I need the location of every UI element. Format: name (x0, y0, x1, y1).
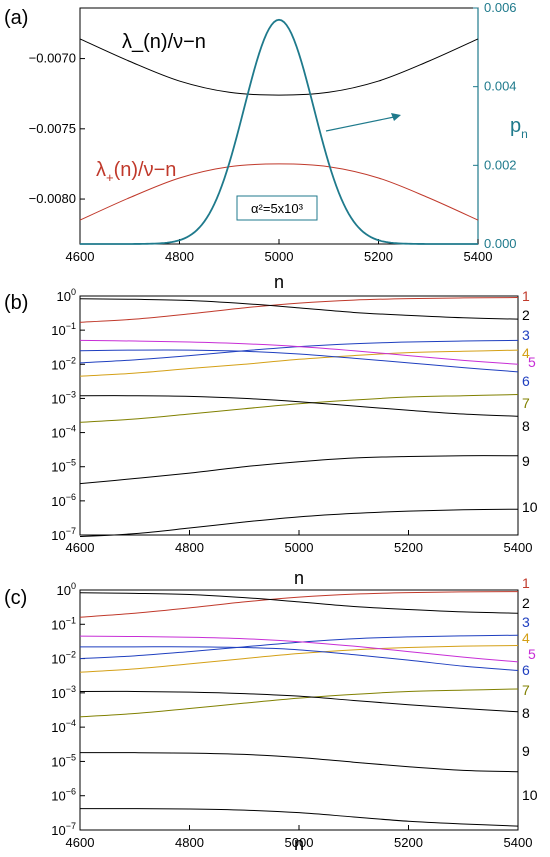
series-label-3: 3 (522, 614, 530, 630)
x-axis-title: n (274, 272, 284, 292)
annotation-box (236, 195, 318, 221)
series-2 (79, 298, 519, 320)
y-tick-label: 10−1 (51, 615, 76, 632)
series-6 (79, 349, 519, 373)
panel-label: (c) (4, 587, 27, 609)
y-tick-label: 100 (57, 287, 76, 304)
y-tick-label: 100 (57, 581, 76, 598)
series-label-5: 5 (528, 354, 536, 370)
y-tick-label: 10−1 (51, 321, 76, 338)
series-label-3: 3 (522, 327, 530, 343)
series-label-4: 4 (522, 345, 530, 361)
series-label-5: 5 (528, 646, 536, 662)
series-lambda-plus (79, 163, 479, 221)
series-lambda-minus (79, 38, 479, 96)
series-label-2: 2 (522, 307, 530, 323)
y-tick-label: −0.0080 (29, 191, 76, 206)
panel-b: 4600 4800 5000 5200 5400 100 10−1 10−2 10−3 10−4 1… (4, 287, 538, 588)
x-tick-label: 5000 (285, 835, 314, 850)
y-tick-label: 10−6 (51, 787, 76, 804)
series-4 (79, 645, 519, 673)
x-tick-label: 4600 (66, 835, 95, 850)
panel-a: 4600 4800 5000 5200 5400 −0.0070 −0.0075 −0.008… (4, 0, 528, 292)
series-8 (79, 690, 519, 713)
series-7 (79, 688, 519, 718)
y-tick-label: −0.0070 (29, 51, 76, 66)
series-label-7: 7 (522, 395, 530, 411)
x-axis-title: n (294, 834, 304, 854)
series-pn-gaussian (80, 18, 478, 245)
series-label-lambda-plus: λ+(n)/ν−n (96, 159, 176, 185)
series-5 (79, 635, 519, 663)
y-tick-label: 10−3 (51, 389, 76, 406)
series-label-10: 10 (522, 787, 538, 803)
x-tick-label: 5200 (364, 249, 393, 264)
x-tick-label: 5200 (394, 540, 423, 555)
x-tick-label: 5000 (285, 540, 314, 555)
x-tick-label: 5200 (394, 835, 423, 850)
y2-tick-label: 0.000 (484, 236, 517, 251)
series-10 (79, 508, 519, 538)
x-tick-label: 5400 (464, 249, 493, 264)
series-4 (79, 349, 519, 377)
y-tick-label: 10−3 (51, 684, 76, 701)
series-6 (80, 646, 519, 671)
series-label-8: 8 (522, 418, 530, 434)
x-tick-label: 4600 (66, 249, 95, 264)
series-1 (79, 297, 519, 323)
y-tick-label: 10−5 (51, 752, 76, 769)
x-tick-label: 4800 (165, 249, 194, 264)
series-label-6: 6 (522, 373, 530, 389)
x-axis-title: n (294, 568, 304, 588)
series-label-7: 7 (522, 682, 530, 698)
y-tick-label: 10−7 (51, 526, 76, 543)
y2-tick-label: 0.006 (484, 0, 517, 15)
series-9 (79, 752, 519, 773)
annotation-text: α²=5x10³ (251, 201, 304, 216)
y-tick-label: 10−2 (51, 355, 76, 372)
y-tick-label: −0.0075 (29, 121, 76, 136)
series-label-1: 1 (522, 288, 530, 304)
series-10 (79, 808, 519, 827)
series-label-9: 9 (522, 743, 530, 759)
y-tick-label: 10−2 (51, 650, 76, 667)
y-tick-label: 10−4 (51, 718, 76, 735)
series-label-10: 10 (522, 499, 538, 515)
y-tick-label: 10−6 (51, 492, 76, 509)
panel-c: 4600 4800 5000 5200 5400 100 10−1 10−2 10−3 10−4 1… (4, 575, 538, 854)
plot-frame (79, 295, 519, 536)
x-tick-label: 4600 (66, 540, 95, 555)
arrow-head (391, 113, 401, 121)
y2-tick-label: 0.002 (484, 157, 517, 172)
series-label-8: 8 (522, 705, 530, 721)
y-tick-label: 10−7 (51, 821, 76, 838)
x-tick-label: 5000 (265, 249, 294, 264)
panel-label: (b) (4, 292, 28, 314)
arrow-line (325, 116, 395, 132)
x-tick-label: 4800 (175, 540, 204, 555)
series-5 (79, 339, 519, 365)
panel-label-a: (a) (4, 7, 28, 29)
series-1 (79, 591, 519, 618)
series-7 (79, 394, 519, 423)
series-label-1: 1 (522, 575, 530, 591)
series-label-6: 6 (522, 662, 530, 678)
series-2 (79, 592, 519, 614)
series-label-4: 4 (522, 630, 530, 646)
y-tick-label: 10−4 (51, 424, 76, 441)
series-9 (79, 455, 519, 485)
series-8 (79, 395, 519, 417)
y2-axis-label: pn (510, 115, 528, 141)
y-tick-label: 10−5 (51, 458, 76, 475)
series-label-9: 9 (522, 453, 530, 469)
y2-tick-label: 0.004 (484, 79, 517, 94)
series-label-2: 2 (522, 595, 530, 611)
x-tick-label: 5400 (504, 540, 533, 555)
series-label-lambda-minus: λ_(n)/ν−n (122, 31, 206, 53)
x-tick-label: 5400 (504, 835, 533, 850)
x-tick-label: 4800 (175, 835, 204, 850)
plot-frame (79, 589, 519, 831)
